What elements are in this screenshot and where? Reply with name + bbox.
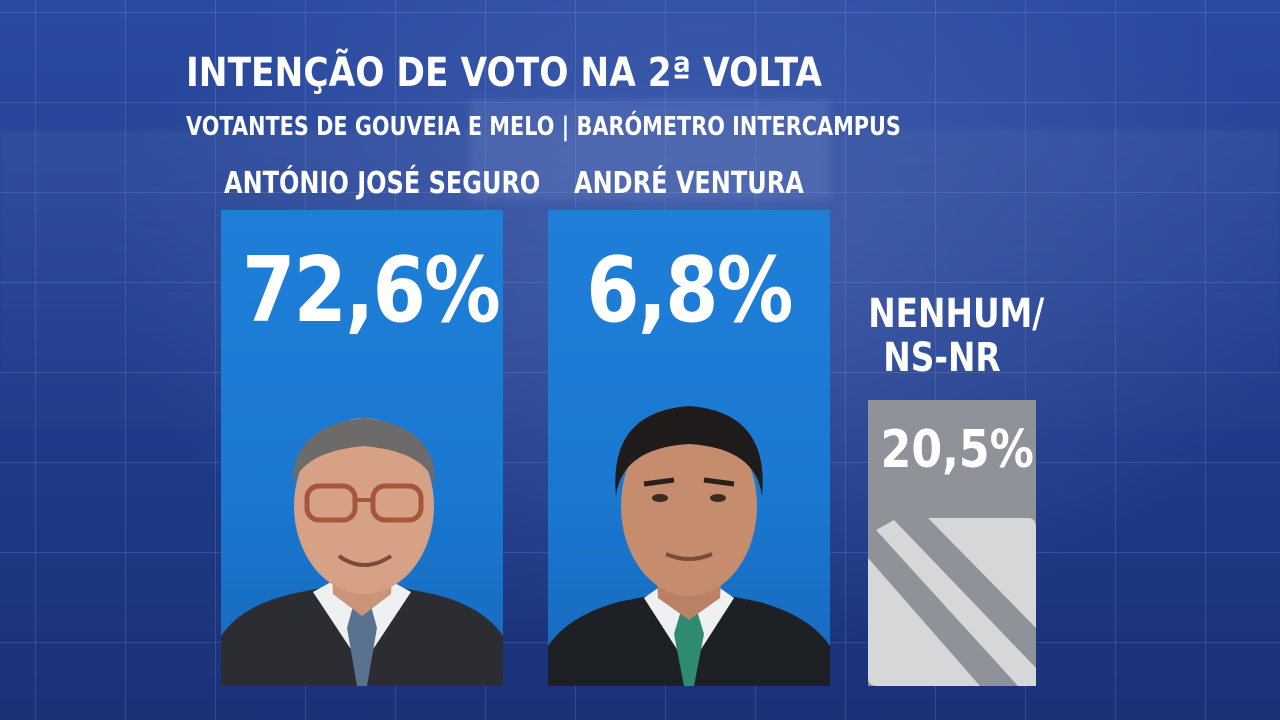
category-label-none-line-1: NENHUM/ bbox=[868, 291, 1045, 337]
candidate-portrait-seguro-icon bbox=[221, 418, 503, 686]
category-label-seguro: ANTÓNIO JOSÉ SEGURO bbox=[224, 166, 541, 201]
chart-subtitle: VOTANTES DE GOUVEIA E MELO | BARÓMETRO I… bbox=[186, 112, 901, 142]
bar-seguro: 72,6% bbox=[221, 210, 503, 686]
category-label-none-line-2: NS-NR bbox=[883, 335, 1001, 381]
none-slash-icon bbox=[868, 518, 1036, 686]
candidate-portrait-ventura-icon bbox=[548, 406, 830, 686]
background-building-roof bbox=[470, 100, 830, 200]
bar-ventura: 6,8% bbox=[548, 210, 830, 686]
data-label-none: 20,5% bbox=[880, 420, 1034, 480]
data-label-seguro: 72,6% bbox=[242, 238, 501, 343]
category-label-none: NENHUM/ NS-NR bbox=[868, 291, 1045, 381]
chart-title: INTENÇÃO DE VOTO NA 2ª VOLTA bbox=[186, 50, 823, 96]
bar-none: 20,5% bbox=[868, 400, 1036, 686]
category-label-ventura: ANDRÉ VENTURA bbox=[574, 166, 804, 201]
data-label-ventura: 6,8% bbox=[586, 238, 793, 343]
